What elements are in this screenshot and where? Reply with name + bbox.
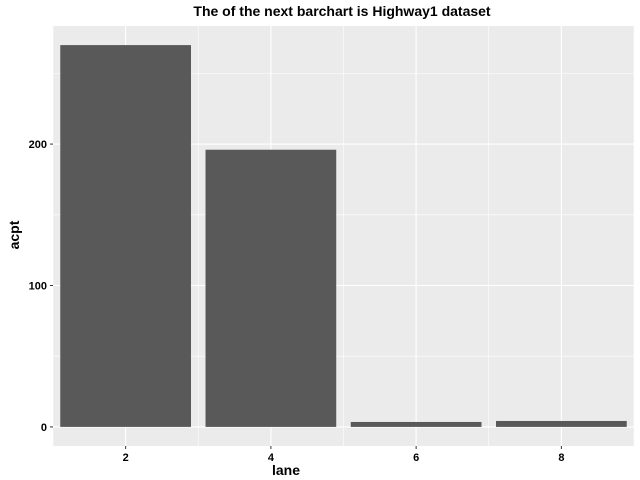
x-axis-title: lane [272, 462, 300, 478]
y-axis-title: acpt [6, 220, 22, 249]
x-tick-label: 2 [123, 452, 129, 464]
y-tick-label: 100 [29, 280, 47, 292]
bar-lane-8 [496, 420, 627, 427]
bar-lane-2 [60, 45, 191, 427]
x-tick-label: 6 [413, 452, 419, 464]
bar-lane-6 [350, 421, 482, 427]
y-tick-label: 0 [41, 422, 47, 434]
y-axis: 0 100 200 [29, 139, 53, 434]
x-tick-label: 4 [268, 452, 275, 464]
bar-lane-4 [205, 149, 337, 427]
x-tick-label: 8 [558, 452, 564, 464]
bars [60, 45, 627, 427]
y-tick-label: 200 [29, 139, 47, 151]
chart-title: The of the next barchart is Highway1 dat… [193, 3, 491, 19]
x-axis: 2 4 6 8 [123, 446, 564, 464]
